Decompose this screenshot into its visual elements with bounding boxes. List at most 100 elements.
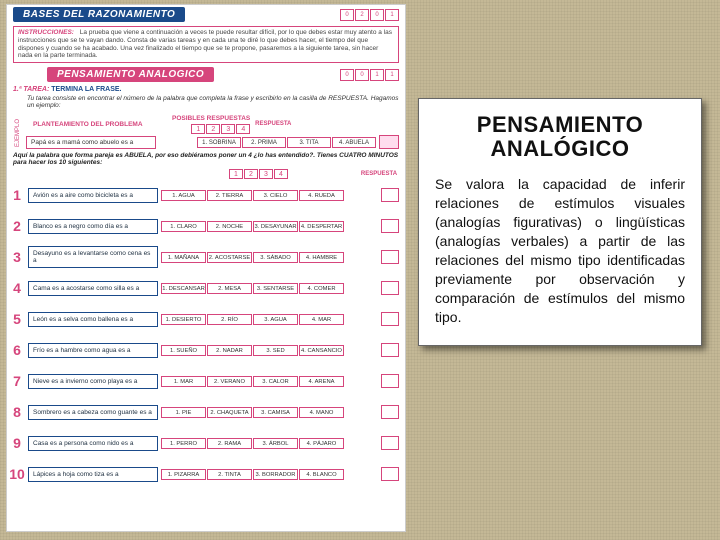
ejemplo-opt: 4. ABUELA [332, 137, 376, 148]
question-option: 1. AGUA [161, 190, 206, 201]
response-box[interactable] [381, 405, 399, 419]
q-option-nums: 1 2 3 4 [229, 169, 288, 179]
instructions-text: La prueba que viene a continuación a vec… [18, 29, 392, 59]
response-box[interactable] [381, 436, 399, 450]
response-box[interactable] [381, 219, 399, 233]
worksheet-page: BASES DEL RAZONAMIENTO 0 2 0 1 INSTRUCCI… [6, 4, 406, 532]
main-banner: BASES DEL RAZONAMIENTO [13, 7, 185, 22]
question-option: 1. SUEÑO [161, 345, 206, 356]
code-box: 1 [370, 69, 384, 81]
option-nums: 1 2 3 4 [191, 124, 250, 134]
question-option: 3. AGUA [253, 314, 298, 325]
question-option: 3. DESAYUNAR [253, 221, 298, 232]
code-boxes-top: 0 2 0 1 [340, 9, 399, 21]
ejemplo-opt: 3. TITA [287, 137, 331, 148]
question-number: 7 [9, 373, 25, 389]
response-box[interactable] [381, 312, 399, 326]
question-text: Frío es a hambre como agua es a [28, 343, 158, 358]
question-row: 4Cama es a acostarse como silla es a1. D… [9, 273, 399, 303]
posibles-label: POSIBLES RESPUESTAS [172, 115, 250, 122]
code-box: 1 [385, 69, 399, 81]
question-text: Lápices a hoja como tiza es a [28, 467, 158, 482]
question-option: 3. SED [253, 345, 298, 356]
question-option: 4. COMER [299, 283, 344, 294]
ejemplo-response-box[interactable] [379, 135, 399, 149]
respuesta-label: RESPUESTA [253, 121, 293, 127]
question-option: 1. PIE [161, 407, 206, 418]
response-box[interactable] [381, 374, 399, 388]
instructions-block: INSTRUCCIONES: La prueba que viene a con… [13, 26, 399, 63]
question-option: 4. MAR [299, 314, 344, 325]
question-option: 3. SENTARSE [253, 283, 298, 294]
question-text: Nieve es a invierno como playa es a [28, 374, 158, 389]
question-option: 1. MAÑANA [161, 252, 206, 263]
question-option: 2. RAMA [207, 438, 252, 449]
question-row: 7Nieve es a invierno como playa es a1. M… [9, 366, 399, 396]
code-box: 0 [370, 9, 384, 21]
question-options: 1. SUEÑO2. NADAR3. SED4. CANSANCIO [161, 345, 351, 356]
question-option: 2. NADAR [207, 345, 252, 356]
question-option: 2. TINTA [207, 469, 252, 480]
tarea-description: Tu tarea consiste en encontrar el número… [27, 95, 399, 109]
question-options: 1. DESCANSAR2. MESA3. SENTARSE4. COMER [161, 283, 351, 294]
response-box[interactable] [381, 343, 399, 357]
question-option: 3. CIELO [253, 190, 298, 201]
question-option: 3. ÁRBOL [253, 438, 298, 449]
opt-num: 1 [229, 169, 243, 179]
question-text: León es a selva como ballena es a [28, 312, 158, 327]
question-row: 2Blanco es a negro como día es a1. CLARO… [9, 211, 399, 241]
response-box[interactable] [381, 467, 399, 481]
code-box: 2 [355, 9, 369, 21]
planteamiento-label: PLANTEAMIENTO DEL PROBLEMA [33, 121, 163, 128]
question-option: 2. RÍO [207, 314, 252, 325]
question-options: 1. CLARO2. NOCHE3. DESAYUNAR4. DESPERTAR [161, 221, 351, 232]
ejemplo-problem: Papá es a mamá como abuelo es a [26, 136, 156, 149]
response-box[interactable] [381, 188, 399, 202]
question-number: 4 [9, 280, 25, 296]
question-options: 1. MAR2. VERANO3. CALOR4. ARENA [161, 376, 351, 387]
question-number: 5 [9, 311, 25, 327]
question-option: 4. ARENA [299, 376, 344, 387]
opt-num: 2 [206, 124, 220, 134]
question-row: 9Casa es a persona como nido es a1. PERR… [9, 428, 399, 458]
code-box: 1 [385, 9, 399, 21]
question-option: 2. CHAQUETA [207, 407, 252, 418]
question-row: 5León es a selva como ballena es a1. DES… [9, 304, 399, 334]
question-option: 1. MAR [161, 376, 206, 387]
question-options: 1. AGUA2. TIERRA3. CIELO4. RUEDA [161, 190, 351, 201]
code-boxes-nivel: 0 0 1 1 [340, 69, 399, 81]
question-option: 4. PÁJARO [299, 438, 344, 449]
respuesta-label: RESPUESTA [359, 171, 399, 177]
header-row-2: PENSAMIENTO ANALOGICO 0 0 1 1 [7, 65, 405, 84]
callout-body: Se valora la capacidad de inferir relaci… [435, 175, 685, 326]
question-option: 1. CLARO [161, 221, 206, 232]
tarea-title: TERMINA LA FRASE. [51, 86, 121, 93]
response-box[interactable] [381, 250, 399, 264]
opt-num: 3 [221, 124, 235, 134]
question-row: 1Avión es a aire como bicicleta es a1. A… [9, 180, 399, 210]
question-text: Sombrero es a cabeza como guante es a [28, 405, 158, 420]
question-text: Avión es a aire como bicicleta es a [28, 188, 158, 203]
definition-callout: PENSAMIENTO ANALÓGICO Se valora la capac… [418, 98, 702, 346]
opt-num: 4 [274, 169, 288, 179]
question-options: 1. PIZARRA2. TINTA3. BORRADOR4. BLANCO [161, 469, 351, 480]
question-option: 2. MESA [207, 283, 252, 294]
question-number: 1 [9, 187, 25, 203]
question-options: 1. PERRO2. RAMA3. ÁRBOL4. PÁJARO [161, 438, 351, 449]
question-number: 3 [9, 249, 25, 265]
ejemplo-opt: 2. PRIMA [242, 137, 286, 148]
question-row: 3Desayuno es a levantarse como cena es a… [9, 242, 399, 272]
question-option: 4. BLANCO [299, 469, 344, 480]
question-row: 8Sombrero es a cabeza como guante es a1.… [9, 397, 399, 427]
question-number: 10 [9, 466, 25, 482]
response-box[interactable] [381, 281, 399, 295]
question-option: 1. PIZARRA [161, 469, 206, 480]
instructions-label: INSTRUCCIONES: [18, 29, 74, 36]
question-option: 4. HAMBRE [299, 252, 344, 263]
question-option: 3. BORRADOR [253, 469, 298, 480]
questions-container: 1Avión es a aire como bicicleta es a1. A… [7, 180, 405, 489]
callout-title: PENSAMIENTO ANALÓGICO [435, 113, 685, 161]
ejemplo-options: 1. SOBRINA 2. PRIMA 3. TITA 4. ABUELA [197, 137, 376, 148]
question-text: Blanco es a negro como día es a [28, 219, 158, 234]
q-headers-row: 1 2 3 4 RESPUESTA [161, 169, 399, 179]
